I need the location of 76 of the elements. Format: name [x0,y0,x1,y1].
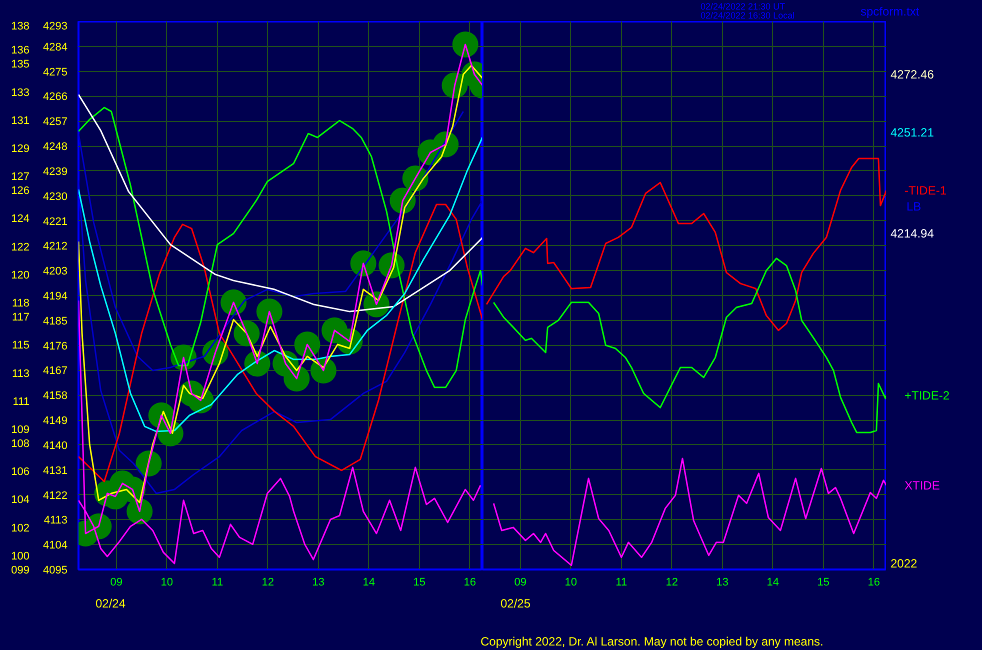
y2-tick-label: 138 [11,20,30,32]
y-tick-label: 4194 [43,290,68,302]
text: 02/24/2022 21:30 UT [700,2,786,12]
y-tick-label: 4257 [43,116,68,128]
x-tick-label: 13 [312,576,325,588]
y2-tick-label: 127 [11,171,30,184]
x-tick-label: 14 [362,576,376,588]
y2-tick-label: 117 [12,312,30,324]
x-tick-label: 13 [716,576,729,588]
y-tick-label: 4239 [43,166,68,178]
text: 2022 [890,556,918,570]
y2-tick-label: 126 [11,185,30,198]
text: spcform.txt [860,4,920,18]
y2-tick-label: 135 [11,58,30,71]
x-tick-label: 11 [616,576,628,588]
x-tick-label: 12 [262,576,274,588]
y2-tick-label: 100 [11,550,30,562]
y-tick-label: 4140 [43,440,68,452]
y-tick-label: 4122 [43,490,68,502]
text: 4251.21 [890,126,934,140]
y-tick-label: 4230 [43,190,68,203]
y-tick-label: 4203 [43,266,68,278]
x-tick-label: 11 [212,576,224,588]
text: 4272.46 [890,68,934,82]
series-label: XTIDE [904,478,940,492]
y2-tick-label: 131 [11,114,30,127]
y-tick-label: 4158 [43,390,68,402]
text: 4214.94 [890,226,934,240]
y-tick-label: 4185 [43,315,68,328]
y-tick-label: 4248 [43,141,68,154]
text: 02/24 [96,596,126,610]
text: LB [906,200,922,214]
y2-tick-label: 108 [11,438,30,450]
y-tick-label: 4095 [43,564,68,576]
y-tick-label: 4266 [43,91,68,104]
y2-tick-label: 115 [12,340,30,352]
x-tick-label: 12 [666,576,678,588]
y-tick-label: 4149 [43,415,68,428]
y-tick-label: 4221 [43,216,68,228]
series-label: +TIDE-2 [904,388,950,402]
y-tick-label: 4104 [43,540,68,552]
text: 02/25 [500,596,531,610]
text: 02/24/2022 16:30 Local [700,10,795,20]
y2-tick-label: 118 [12,298,30,310]
x-tick-label: 14 [766,576,780,588]
y2-tick-label: 124 [11,213,30,226]
y2-tick-label: 106 [11,466,30,478]
y2-tick-label: 133 [11,86,30,99]
y2-tick-label: 120 [11,269,30,282]
y-tick-label: 4131 [43,464,68,477]
x-tick-label: 09 [514,576,527,588]
y-tick-label: 4284 [43,41,68,54]
y2-tick-label: 111 [12,396,30,408]
y2-tick-label: 113 [12,368,30,380]
y-tick-label: 4113 [44,514,68,527]
x-tick-label: 16 [868,576,880,588]
y-tick-label: 4167 [43,365,68,378]
y-tick-label: 4176 [43,340,68,352]
y2-tick-label: 129 [11,142,30,155]
series-label: -TIDE-1 [904,183,947,198]
x-tick-label: 16 [464,576,476,588]
y2-tick-label: 099 [11,564,30,576]
y2-tick-label: 136 [11,44,30,57]
x-tick-label: 10 [564,576,578,588]
x-tick-label: 15 [413,576,426,588]
y2-tick-label: 102 [11,522,30,534]
x-tick-label: 10 [160,576,174,588]
y-tick-label: 4212 [43,240,68,253]
x-tick-label: 15 [817,576,830,588]
text: Copyright 2022, Dr. Al Larson. May not be copied by any means. [480,634,824,648]
y2-tick-label: 104 [11,494,30,506]
y2-tick-label: 122 [11,241,30,254]
x-tick-label: 09 [110,576,123,588]
y-tick-label: 4293 [43,20,68,32]
y2-tick-label: 109 [11,424,30,436]
y-tick-label: 4275 [43,66,68,78]
